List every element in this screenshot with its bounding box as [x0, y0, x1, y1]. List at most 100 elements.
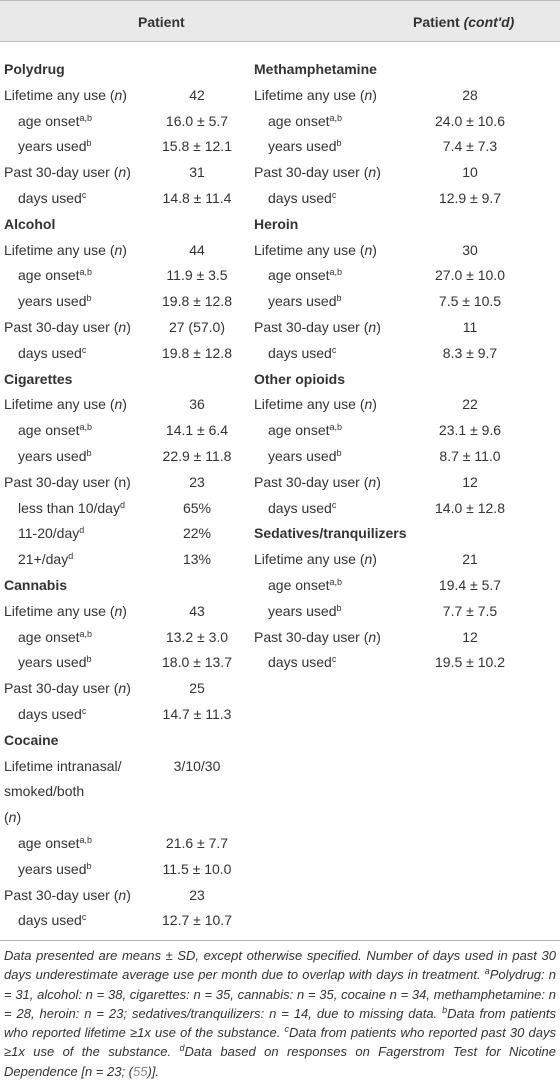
section-row: Sedatives/tranquilizers — [250, 521, 560, 547]
text: days used — [268, 344, 332, 361]
label-line: Past 30-day user (n) — [4, 470, 131, 496]
italic-text: n — [364, 86, 373, 103]
row-label: Lifetime any use (n) — [254, 83, 377, 109]
row-label: age onseta,b — [18, 263, 92, 289]
label-line: smoked/both — [4, 779, 122, 805]
text: age onset — [18, 834, 80, 851]
text: years used — [18, 293, 87, 310]
label-line: Past 30-day user (n) — [254, 625, 381, 651]
label-line: Past 30-day user (n) — [4, 883, 131, 909]
italic-text: n — [364, 551, 373, 568]
label-line: Lifetime any use (n) — [254, 547, 377, 573]
table-row: Lifetime any use (n) 43 — [0, 599, 250, 625]
superscript: c — [331, 344, 337, 355]
label-line: years usedb — [268, 599, 342, 625]
row-label: Past 30-day user (n) — [4, 315, 131, 341]
superscript: d — [79, 525, 85, 536]
italic-text: n — [368, 473, 377, 490]
table-row: Lifetime any use (n) 36 — [0, 392, 250, 418]
row-label: less than 10/dayd — [18, 496, 125, 522]
text: days used — [18, 912, 82, 929]
section-row: Cigarettes — [0, 367, 250, 393]
cell-value: 13% — [182, 551, 212, 568]
cell-value: 22 — [462, 396, 478, 413]
text: ) — [372, 241, 377, 258]
text: Past 30-day user ( — [4, 318, 119, 335]
italic-text: n — [114, 602, 123, 619]
row-label: age onseta,b — [268, 418, 342, 444]
cell-value: 7.5 ± 10.5 — [438, 293, 502, 310]
text: ) — [372, 86, 377, 103]
row-label: days usedc — [268, 650, 336, 676]
row-label: years usedb — [18, 444, 92, 470]
text: years used — [268, 447, 337, 464]
text: ) — [372, 551, 377, 568]
section-title: Methamphetamine — [254, 61, 377, 77]
table-row: age onseta,b 21.6 ± 7.7 — [0, 831, 250, 857]
text: Past 30-day user ( — [4, 164, 119, 181]
table-column: Polydrug Lifetime any use (n) 42 age onseta… — [0, 57, 250, 934]
text: ) — [16, 809, 22, 826]
cell-value: 8.3 ± 9.7 — [442, 344, 498, 361]
superscript: a,b — [329, 576, 343, 587]
label-line: age onseta,b — [18, 418, 92, 444]
row-label: Past 30-day user (n) — [254, 160, 381, 186]
row-label: days usedc — [18, 908, 86, 934]
cell-value: 12 — [462, 473, 478, 490]
table-row: days usedc 14.8 ± 11.4 — [0, 186, 250, 212]
reference-link: 55 — [133, 1063, 148, 1079]
cell-value: 16.0 ± 5.7 — [165, 112, 229, 129]
table-row: Past 30-day user (n) 23 — [0, 470, 250, 496]
table-row: years usedb 7.4 ± 7.3 — [250, 134, 560, 160]
label-line: years usedb — [18, 857, 92, 883]
text: Lifetime any use ( — [254, 396, 365, 413]
cell-value: 18.0 ± 13.7 — [162, 654, 232, 671]
cell-value: 23 — [189, 886, 205, 903]
header-text: (cont'd) — [463, 14, 515, 30]
text: 21+/day — [18, 551, 69, 568]
cell-value: 65% — [182, 499, 212, 516]
row-label: years usedb — [18, 134, 92, 160]
text: less than 10/day — [18, 499, 120, 516]
table-row: days usedc 12.9 ± 9.7 — [250, 186, 560, 212]
row-label: age onseta,b — [268, 263, 342, 289]
italic-text: n — [118, 164, 127, 181]
cell-value: 31 — [189, 164, 205, 181]
section-row: Cocaine — [0, 728, 250, 754]
superscript: c — [81, 189, 87, 200]
label-line: age onseta,b — [18, 625, 92, 651]
superscript: d — [68, 551, 74, 562]
section-title: Heroin — [254, 215, 299, 232]
superscript: c — [284, 1024, 290, 1035]
text: Past 30-day user ( — [254, 628, 369, 645]
text: Past 30-day user ( — [254, 164, 369, 181]
section-title: Polydrug — [4, 61, 65, 77]
row-label: Past 30-day user (n) — [4, 883, 131, 909]
superscript: a,b — [79, 834, 93, 845]
superscript: a,b — [79, 267, 93, 278]
label-line: days usedc — [268, 186, 336, 212]
row-label: years usedb — [18, 857, 92, 883]
superscript: c — [331, 189, 337, 200]
text: days used — [268, 189, 332, 206]
superscript: c — [81, 705, 87, 716]
text: Lifetime any use ( — [254, 86, 365, 103]
text: years used — [268, 602, 337, 619]
superscript: a,b — [329, 267, 343, 278]
text: Lifetime any use ( — [254, 551, 365, 568]
cell-value: 23.1 ± 9.6 — [438, 422, 502, 439]
cell-value: 14.8 ± 11.4 — [162, 189, 232, 206]
text: ) — [122, 396, 127, 413]
superscript: b — [86, 447, 92, 458]
text: ( — [4, 809, 9, 826]
row-label: days usedc — [268, 496, 336, 522]
row-label: age onseta,b — [18, 109, 92, 135]
text: age onset — [18, 267, 80, 284]
label-line: age onseta,b — [268, 418, 342, 444]
section-title: Alcohol — [4, 215, 56, 232]
text: Data presented are means ± SD, except ot… — [4, 948, 556, 983]
text: ) — [126, 318, 131, 335]
label-line: days usedc — [18, 702, 86, 728]
table-row: Past 30-day user (n) 31 — [0, 160, 250, 186]
section-row: Polydrug — [0, 57, 250, 83]
